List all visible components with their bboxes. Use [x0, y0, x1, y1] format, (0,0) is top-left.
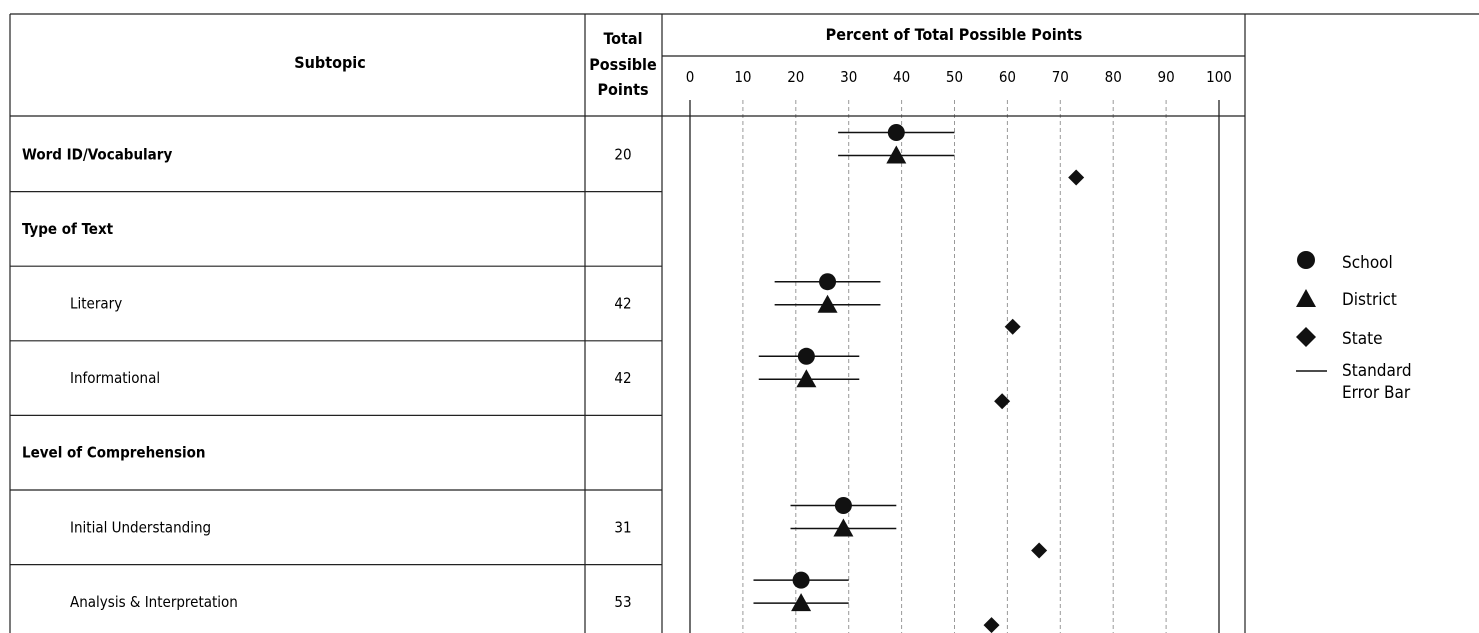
- subtopic-label: Informational: [70, 369, 160, 387]
- legend-state-marker: [1296, 327, 1316, 347]
- total-points-value: 42: [614, 295, 631, 313]
- total-header-line2: Possible: [589, 55, 657, 74]
- school-point: [834, 497, 852, 514]
- district-point: [833, 518, 854, 537]
- table-rows: Word ID/Vocabulary 20 Type of Text Literary…: [22, 145, 632, 611]
- district-point: [791, 593, 812, 612]
- subtopic-header: Subtopic: [294, 53, 365, 72]
- state-point: [1068, 169, 1085, 186]
- state-point: [1004, 318, 1021, 335]
- subtopic-label: Level of Comprehension: [22, 444, 205, 462]
- state-point: [1031, 542, 1048, 559]
- chart-title: Percent of Total Possible Points: [826, 25, 1083, 44]
- subtopic-label: Analysis & Interpretation: [70, 593, 238, 611]
- subtopic-label: Literary: [70, 295, 122, 313]
- legend-district-marker: [1296, 289, 1316, 307]
- total-header-line1: Total: [603, 29, 642, 48]
- x-tick-label: 50: [946, 68, 963, 86]
- legend-error-bar-label-line1: Standard: [1342, 361, 1412, 381]
- legend: School District State Standard Error Bar: [1296, 251, 1412, 403]
- school-point: [797, 347, 815, 365]
- data-marks: [753, 124, 1085, 633]
- x-tick-label: 70: [1052, 68, 1069, 86]
- total-points-value: 20: [614, 145, 631, 163]
- grid-layer: [689, 100, 1220, 633]
- school-point: [887, 124, 905, 141]
- x-tick-label: 10: [734, 68, 751, 86]
- school-point: [819, 273, 837, 291]
- subtopic-label: Word ID/Vocabulary: [22, 145, 172, 163]
- total-points-value: 42: [614, 369, 631, 387]
- district-point: [796, 369, 817, 388]
- district-point: [886, 145, 907, 164]
- x-tick-label: 90: [1158, 68, 1175, 86]
- legend-error-bar-label-line2: Error Bar: [1342, 383, 1411, 403]
- state-point: [983, 617, 1000, 633]
- x-tick-label: 20: [787, 68, 804, 86]
- legend-district-label: District: [1342, 290, 1397, 310]
- legend-school-label: School: [1342, 253, 1393, 273]
- legend-school-marker: [1297, 251, 1315, 269]
- school-point: [792, 571, 810, 589]
- x-tick-label: 60: [999, 68, 1016, 86]
- subtopic-label: Initial Understanding: [70, 518, 211, 536]
- total-points-value: 31: [614, 518, 631, 536]
- x-tick-label: 30: [840, 68, 857, 86]
- table-frame: [9, 13, 1479, 633]
- x-tick-label: 0: [686, 68, 695, 86]
- subtopic-label: Type of Text: [22, 220, 114, 238]
- total-header-line3: Points: [597, 80, 648, 99]
- x-tick-label: 100: [1206, 68, 1232, 86]
- legend-state-label: State: [1342, 329, 1382, 349]
- total-points-value: 53: [614, 593, 631, 611]
- x-tick-label: 40: [893, 68, 910, 86]
- x-tick-label: 80: [1105, 68, 1122, 86]
- x-tick-labels: 0 10 20 30 40 50 60 70 80 90 100: [686, 68, 1232, 86]
- state-point: [994, 393, 1011, 410]
- district-point: [817, 294, 838, 313]
